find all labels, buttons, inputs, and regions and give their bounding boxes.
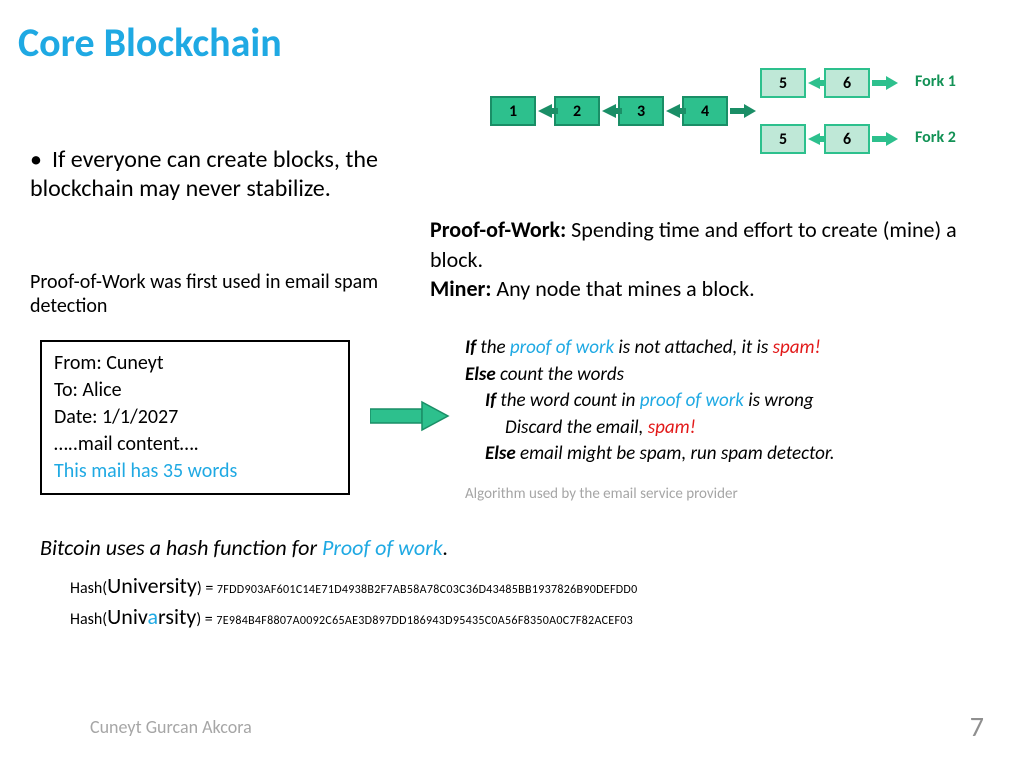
algo-line5: Else email might be spam, run spam detec… (465, 441, 1005, 468)
pow-history-text: Proof-of-Work was first used in email sp… (30, 270, 390, 318)
algo-line3: If the word count in proof of work is wr… (465, 388, 1005, 415)
hash-statement: Bitcoin uses a hash function for Proof o… (40, 534, 448, 561)
hash-row-1: Hash(University) = 7FDD903AF601C14E71D49… (70, 572, 638, 599)
email-date: Date: 1/1/2027 (54, 404, 336, 431)
bullet-dot: • (30, 145, 52, 174)
algo-line4: Discard the email, spam! (465, 415, 1005, 442)
footer-author: Cuneyt Gurcan Akcora (90, 716, 252, 738)
footer-page-number: 7 (970, 709, 984, 744)
algorithm-block: If the proof of work is not attached, it… (465, 335, 1005, 468)
arrow-icon (370, 398, 450, 439)
email-to: To: Alice (54, 377, 336, 404)
algo-caption: Algorithm used by the email service prov… (465, 485, 738, 503)
pow-def-line2: Miner: Any node that mines a block. (430, 274, 990, 304)
hash-row-2: Hash(Univarsity) = 7E984B4F8807A0092C65A… (70, 603, 638, 630)
email-from: From: Cuneyt (54, 350, 336, 377)
hash-lines: Hash(University) = 7FDD903AF601C14E71D49… (70, 572, 638, 634)
fork2-label: Fork 2 (915, 128, 956, 147)
pow-definition: Proof-of-Work: Spending time and effort … (430, 215, 990, 304)
algo-line1: If the proof of work is not attached, it… (465, 335, 1005, 362)
email-pow-line: This mail has 35 words (54, 458, 336, 485)
email-box: From: Cuneyt To: Alice Date: 1/1/2027 ….… (40, 340, 350, 495)
email-content: …..mail content…. (54, 431, 336, 458)
bullet-content: If everyone can create blocks, the block… (30, 145, 378, 203)
bullet-text: •If everyone can create blocks, the bloc… (30, 145, 390, 203)
slide-title: Core Blockchain (18, 18, 282, 67)
algo-line2: Else count the words (465, 362, 1005, 389)
fork1-label: Fork 1 (915, 72, 956, 91)
blockchain-diagram: 1 2 3 4 5 6 5 6 Fork 1 Fork 2 (490, 60, 1010, 170)
pow-def-line1: Proof-of-Work: Spending time and effort … (430, 215, 990, 274)
